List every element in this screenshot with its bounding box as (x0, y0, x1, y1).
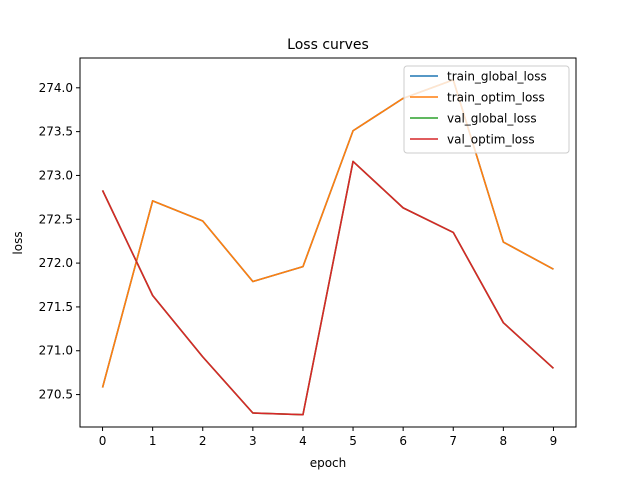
x-tick-label: 9 (550, 434, 558, 448)
y-tick-label: 271.5 (39, 300, 73, 314)
y-tick-label: 271.0 (39, 344, 73, 358)
x-tick-label: 8 (500, 434, 508, 448)
chart-title: Loss curves (287, 37, 369, 53)
x-tick-label: 6 (399, 434, 407, 448)
legend: train_global_loss train_optim_loss val_glo… (403, 65, 570, 154)
x-tick-label: 2 (199, 434, 207, 448)
series-line-train-optim-loss (101, 79, 554, 388)
legend-label: val_optim_loss (447, 133, 535, 147)
x-tick-label: 3 (249, 434, 257, 448)
y-axis-ticks: 270.5 271.0 271.5 272.0 272.5 273.0 273.5 274.0 (39, 81, 80, 402)
x-tick-label: 0 (99, 434, 107, 448)
legend-label: train_optim_loss (447, 91, 545, 105)
x-tick-label: 7 (449, 434, 457, 448)
x-tick-label: 4 (299, 434, 307, 448)
axes-frame (79, 57, 577, 428)
x-axis-ticks: 0 1 2 3 4 5 6 7 8 9 (99, 427, 558, 448)
legend-label: val_global_loss (447, 112, 537, 126)
y-tick-label: 273.5 (39, 125, 73, 139)
y-tick-label: 274.0 (39, 81, 73, 95)
y-tick-label: 273.0 (39, 168, 73, 182)
legend-box (403, 65, 570, 154)
y-axis-label: loss (11, 231, 25, 254)
x-tick-label: 5 (349, 434, 357, 448)
x-tick-label: 1 (149, 434, 157, 448)
series-line-val-optim-loss (101, 160, 554, 416)
legend-label: train_global_loss (447, 70, 547, 84)
y-tick-label: 272.0 (39, 256, 73, 270)
y-tick-label: 270.5 (39, 388, 73, 402)
x-axis-label: epoch (310, 456, 347, 470)
y-tick-label: 272.5 (39, 212, 73, 226)
series-lines (101, 79, 554, 416)
